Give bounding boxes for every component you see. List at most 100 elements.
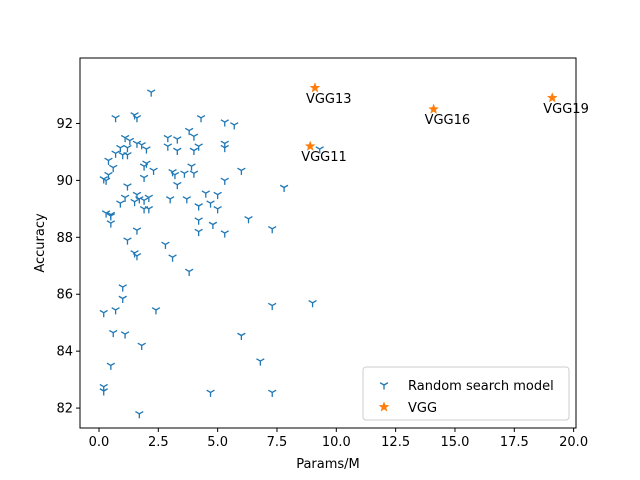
random-search-point xyxy=(111,150,120,158)
random-search-point xyxy=(189,147,199,155)
y-tick-label: 90 xyxy=(56,174,73,189)
random-search-point xyxy=(123,237,132,245)
random-search-point xyxy=(237,167,246,175)
x-axis-label: Params/M xyxy=(296,457,360,472)
random-search-point xyxy=(123,144,132,153)
random-search-point xyxy=(144,194,154,202)
random-search-point xyxy=(163,134,173,143)
random-search-point xyxy=(279,184,289,192)
random-search-point xyxy=(142,146,151,154)
legend-marker-random xyxy=(379,382,389,390)
y-tick-label: 82 xyxy=(56,402,73,417)
random-search-point xyxy=(111,307,120,315)
random-search-point xyxy=(101,177,111,185)
random-search-point xyxy=(173,181,182,190)
random-search-point xyxy=(106,220,116,228)
x-tick-label: 5.0 xyxy=(207,435,228,450)
random-search-point xyxy=(120,134,130,143)
random-search-point xyxy=(196,114,206,123)
random-search-point xyxy=(99,388,108,396)
random-search-point xyxy=(168,254,177,262)
random-search-point xyxy=(116,144,125,153)
point-annotation: VGG13 xyxy=(306,92,352,107)
vgg-point xyxy=(304,140,316,151)
random-search-point xyxy=(106,362,116,370)
random-search-point xyxy=(237,332,246,340)
x-tick-label: 12.5 xyxy=(381,435,410,450)
random-search-point xyxy=(220,230,229,238)
random-search-point xyxy=(268,302,277,311)
point-annotation: VGG16 xyxy=(425,113,471,128)
random-search-point xyxy=(220,177,229,185)
y-tick-label: 86 xyxy=(56,288,73,303)
random-search-point xyxy=(137,342,146,350)
point-annotation: VGG11 xyxy=(301,150,347,165)
random-search-point xyxy=(118,284,127,292)
random-search-point xyxy=(315,146,324,154)
random-search-point xyxy=(170,171,180,180)
random-search-point xyxy=(194,143,203,151)
random-search-point xyxy=(213,206,222,214)
legend-label-vgg: VGG xyxy=(408,401,437,416)
random-search-point xyxy=(187,163,196,171)
plot-area xyxy=(79,57,577,429)
legend-marker-star xyxy=(378,401,390,412)
random-search-point xyxy=(111,114,120,123)
random-search-point xyxy=(194,217,203,225)
random-search-point xyxy=(144,206,154,214)
random-search-point xyxy=(132,114,142,123)
x-tick-label: 20.0 xyxy=(559,435,588,450)
random-search-point xyxy=(268,389,277,397)
random-search-point xyxy=(244,215,253,224)
random-search-point xyxy=(135,410,144,419)
vgg-point xyxy=(546,92,558,103)
random-search-point xyxy=(184,127,194,136)
x-tick-label: 7.5 xyxy=(267,435,288,450)
legend: Random search model VGG xyxy=(362,366,570,421)
random-search-point xyxy=(194,228,203,237)
y-axis-label: Accuracy xyxy=(33,213,48,273)
random-search-point xyxy=(116,200,125,208)
annotations: VGG13 VGG16 VGG19 VGG11 xyxy=(301,92,589,165)
y-axis: 82 84 86 88 90 92 xyxy=(56,117,80,417)
random-search-point xyxy=(120,194,130,202)
random-search-point xyxy=(201,190,211,198)
random-search-point xyxy=(123,151,132,160)
data-points xyxy=(99,82,558,419)
random-search-point xyxy=(220,144,229,153)
legend-marker-vgg xyxy=(378,401,390,412)
random-search-point xyxy=(206,200,215,208)
random-search-point xyxy=(189,133,199,141)
legend-label-random: Random search model xyxy=(408,379,554,394)
random-search-point xyxy=(137,141,146,150)
random-search-point xyxy=(146,89,156,97)
random-search-point xyxy=(194,203,203,211)
x-axis: 0.0 2.5 5.0 7.5 10.0 12.5 15.0 17.5 20.0 xyxy=(89,428,588,450)
random-search-point xyxy=(173,136,182,144)
random-search-point xyxy=(139,163,149,171)
random-search-point xyxy=(139,174,149,183)
random-search-point xyxy=(268,225,277,234)
random-search-point xyxy=(104,157,113,165)
random-search-point xyxy=(189,170,199,178)
y-tick-label: 88 xyxy=(56,231,73,246)
random-search-point xyxy=(173,147,182,155)
random-search-point xyxy=(182,196,192,204)
random-search-point xyxy=(132,227,142,235)
x-tick-label: 15.0 xyxy=(440,435,469,450)
legend-box xyxy=(362,366,570,421)
random-search-point xyxy=(151,307,161,315)
random-search-point xyxy=(149,167,158,175)
y-tick-label: 92 xyxy=(56,117,73,132)
random-search-point xyxy=(125,137,135,146)
random-search-point xyxy=(206,389,215,397)
point-annotation: VGG19 xyxy=(543,102,589,117)
random-search-point xyxy=(308,299,317,308)
random-search-point xyxy=(109,164,118,173)
random-search-point xyxy=(165,196,175,204)
x-tick-label: 10.0 xyxy=(322,435,351,450)
axes-frame xyxy=(79,57,577,429)
vgg-point xyxy=(309,82,321,93)
random-search-point xyxy=(132,252,142,261)
